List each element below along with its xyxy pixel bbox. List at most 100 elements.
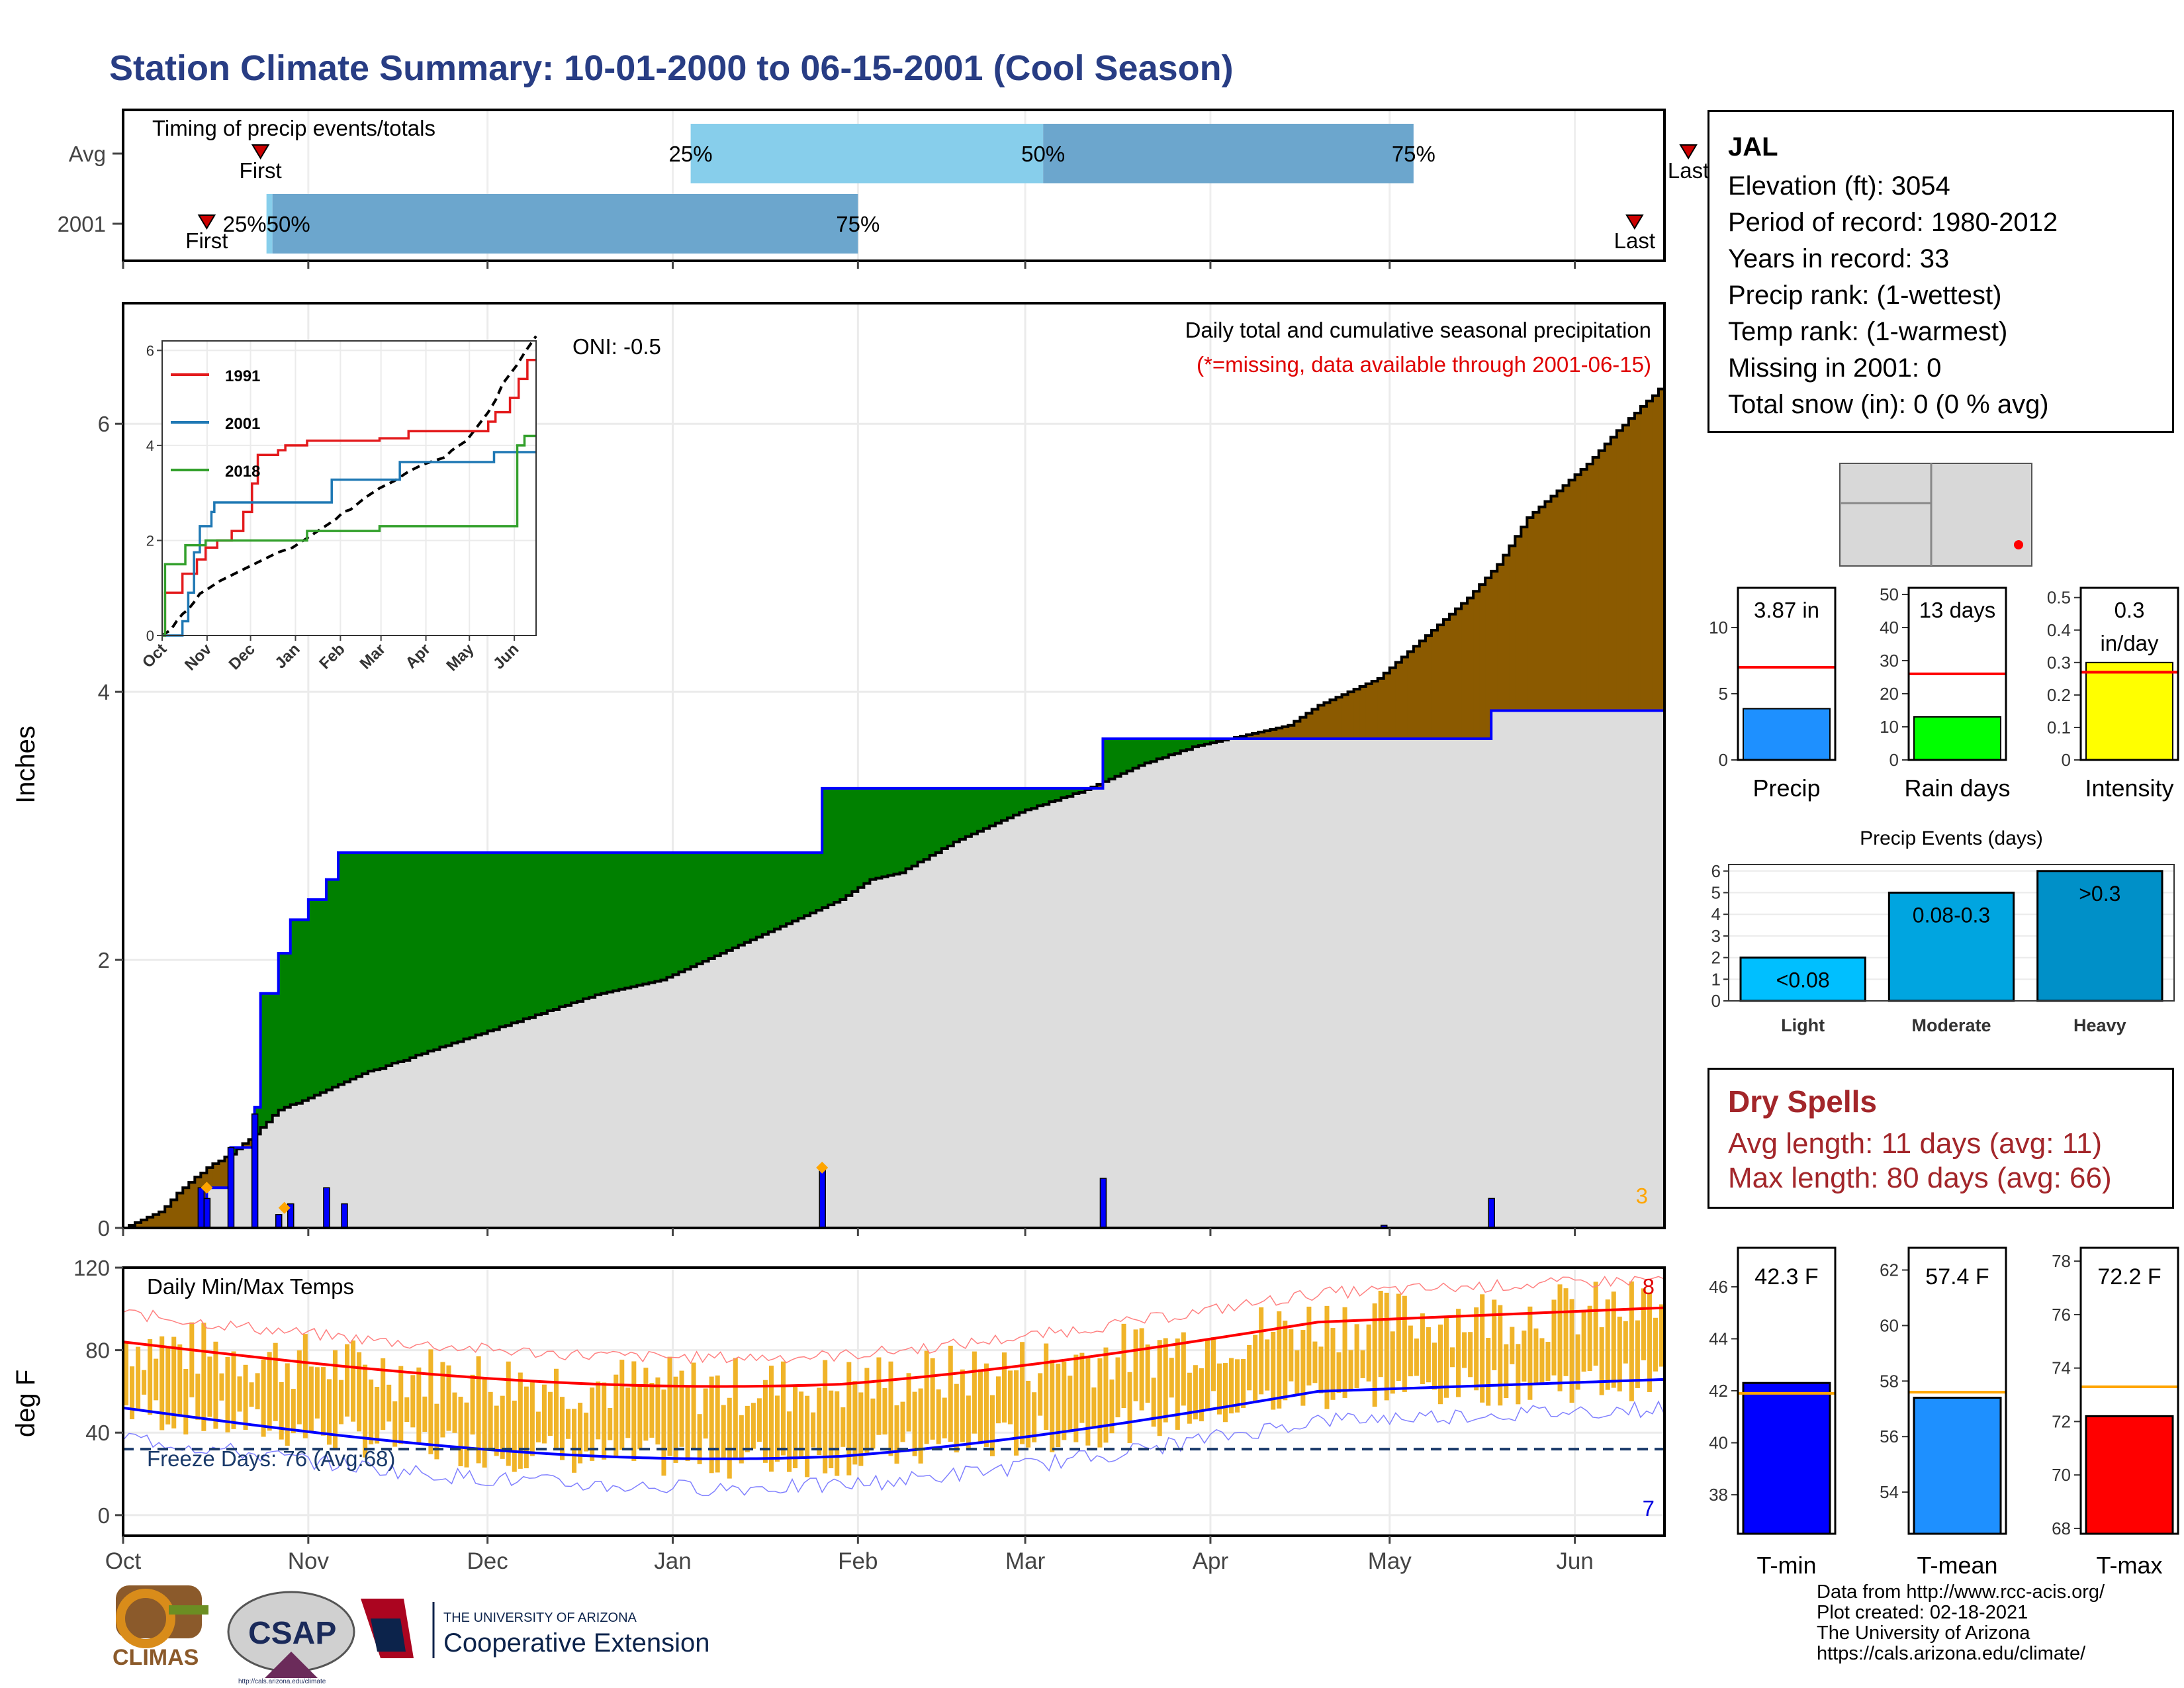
above-normal-area	[1138, 739, 1146, 766]
station-line: Period of record: 1980-2012	[1728, 208, 2058, 237]
intensity-summary-value: 0.3	[2115, 598, 2145, 622]
events-ytick-label: 2	[1711, 948, 1721, 968]
daily-temp-bar	[231, 1351, 236, 1429]
daily-temp-bar	[1109, 1379, 1115, 1434]
below-normal-area	[1246, 734, 1253, 739]
daily-precip-bar	[251, 1113, 259, 1229]
temp-ytick-label: 0	[98, 1503, 110, 1528]
daily-temp-bar	[691, 1362, 696, 1450]
tmean-summary-label: T-mean	[1917, 1552, 1997, 1579]
inset-series-2001	[162, 451, 536, 637]
above-normal-area	[260, 993, 267, 1128]
daily-temp-bar	[1575, 1334, 1580, 1390]
daily-temp-bar	[1360, 1350, 1365, 1378]
below-normal-area	[153, 1214, 159, 1228]
daily-temp-bar	[900, 1401, 905, 1442]
events-bar-label: >0.3	[2079, 882, 2120, 906]
above-normal-area	[720, 853, 727, 953]
below-normal-area	[1628, 418, 1635, 711]
above-normal-area	[272, 993, 279, 1115]
daily-temp-bar	[1390, 1331, 1395, 1394]
y2001-last-label: Last	[1614, 228, 1655, 253]
below-normal-area	[1407, 651, 1414, 739]
normal-max-line	[122, 1306, 1665, 1388]
daily-precip-bar	[1099, 1178, 1107, 1229]
above-normal-area	[965, 788, 972, 837]
below-normal-area	[189, 1182, 195, 1228]
above-normal-area	[613, 853, 619, 991]
below-normal-area	[147, 1217, 154, 1228]
below-normal-area	[1586, 463, 1594, 711]
above-normal-area	[678, 853, 686, 972]
events-frame	[1728, 864, 2175, 1002]
tmax-summary-ytick-label: 76	[2052, 1305, 2071, 1325]
daily-temp-bar	[793, 1386, 798, 1468]
below-normal-area	[1652, 395, 1659, 711]
above-normal-area	[1168, 739, 1175, 755]
daily-temp-bar	[1348, 1350, 1353, 1391]
above-normal-area	[416, 853, 422, 1055]
daily-temp-bar	[1617, 1317, 1622, 1391]
above-normal-area	[1073, 788, 1079, 794]
daily-temp-bar	[136, 1346, 141, 1409]
daily-temp-bar	[811, 1412, 816, 1448]
daily-temp-bar	[780, 1361, 786, 1456]
precip-ylabel: Inches	[11, 726, 40, 804]
precip-ytick-label: 0	[98, 1216, 110, 1241]
daily-temp-bar	[1068, 1376, 1073, 1430]
daily-temp-bar	[148, 1339, 153, 1415]
avg-bar-50-75	[1043, 124, 1414, 183]
logo-strip: CLIMAS CSAP http://cals.arizona.edu/clim…	[109, 1579, 745, 1685]
daily-temp-bar	[1145, 1344, 1150, 1403]
daily-temp-bar	[643, 1368, 649, 1441]
daily-temp-bar	[1545, 1342, 1551, 1382]
below-normal-area	[1353, 689, 1361, 739]
month-axis-label: Dec	[467, 1548, 508, 1574]
daily-temp-bar	[1486, 1338, 1491, 1406]
inset-legend-label: 1991	[225, 367, 260, 385]
daily-temp-bar	[637, 1385, 643, 1450]
daily-temp-bar	[1593, 1282, 1598, 1366]
daily-precip-bar	[197, 1187, 205, 1229]
below-normal-area	[212, 1163, 220, 1188]
daily-temp-bar	[924, 1350, 929, 1444]
above-normal-area	[493, 853, 500, 1030]
daily-temp-bar	[171, 1336, 177, 1429]
daily-temp-bar	[1324, 1305, 1330, 1409]
above-normal-area	[1109, 739, 1116, 779]
above-normal-area	[469, 853, 477, 1038]
inset-frame	[161, 340, 537, 636]
above-normal-area	[1144, 739, 1152, 763]
above-normal-area	[726, 853, 733, 951]
daily-temp-bar	[983, 1363, 989, 1447]
y2001-p25-p50-label: 25%50%	[223, 212, 310, 236]
above-normal-area	[625, 853, 631, 988]
daily-temp-bar	[249, 1382, 254, 1407]
y2001-first-label: First	[185, 228, 228, 253]
daily-temp-bar	[966, 1395, 971, 1449]
below-normal-area	[1479, 585, 1486, 739]
above-normal-area	[762, 853, 769, 935]
below-normal-area	[1604, 444, 1612, 711]
daily-temp-bar	[1414, 1338, 1419, 1376]
station-line: Precip rank: (1-wettest)	[1728, 281, 2002, 310]
daily-temp-bar	[673, 1376, 678, 1463]
above-normal-area	[290, 919, 297, 1105]
svg-text:CSAP: CSAP	[248, 1616, 336, 1651]
daily-temp-bar	[566, 1409, 571, 1439]
tmin-summary-bar	[1742, 1382, 1831, 1535]
daily-temp-bar	[703, 1388, 708, 1439]
below-normal-area	[1455, 608, 1462, 739]
daily-temp-bar	[697, 1414, 702, 1464]
daily-temp-bar	[888, 1361, 893, 1456]
y2001-bar-25-50	[266, 194, 273, 254]
above-normal-area	[428, 853, 435, 1051]
events-ytick-label: 0	[1711, 991, 1721, 1011]
raindays-summary-frame	[1907, 586, 2007, 761]
below-normal-area	[1431, 630, 1438, 739]
daily-temp-bar	[882, 1387, 887, 1435]
below-normal-area	[1395, 662, 1402, 739]
svg-text:http://cals.arizona.edu/climat: http://cals.arizona.edu/climate	[238, 1678, 326, 1685]
normal-min-line	[122, 1378, 1665, 1460]
